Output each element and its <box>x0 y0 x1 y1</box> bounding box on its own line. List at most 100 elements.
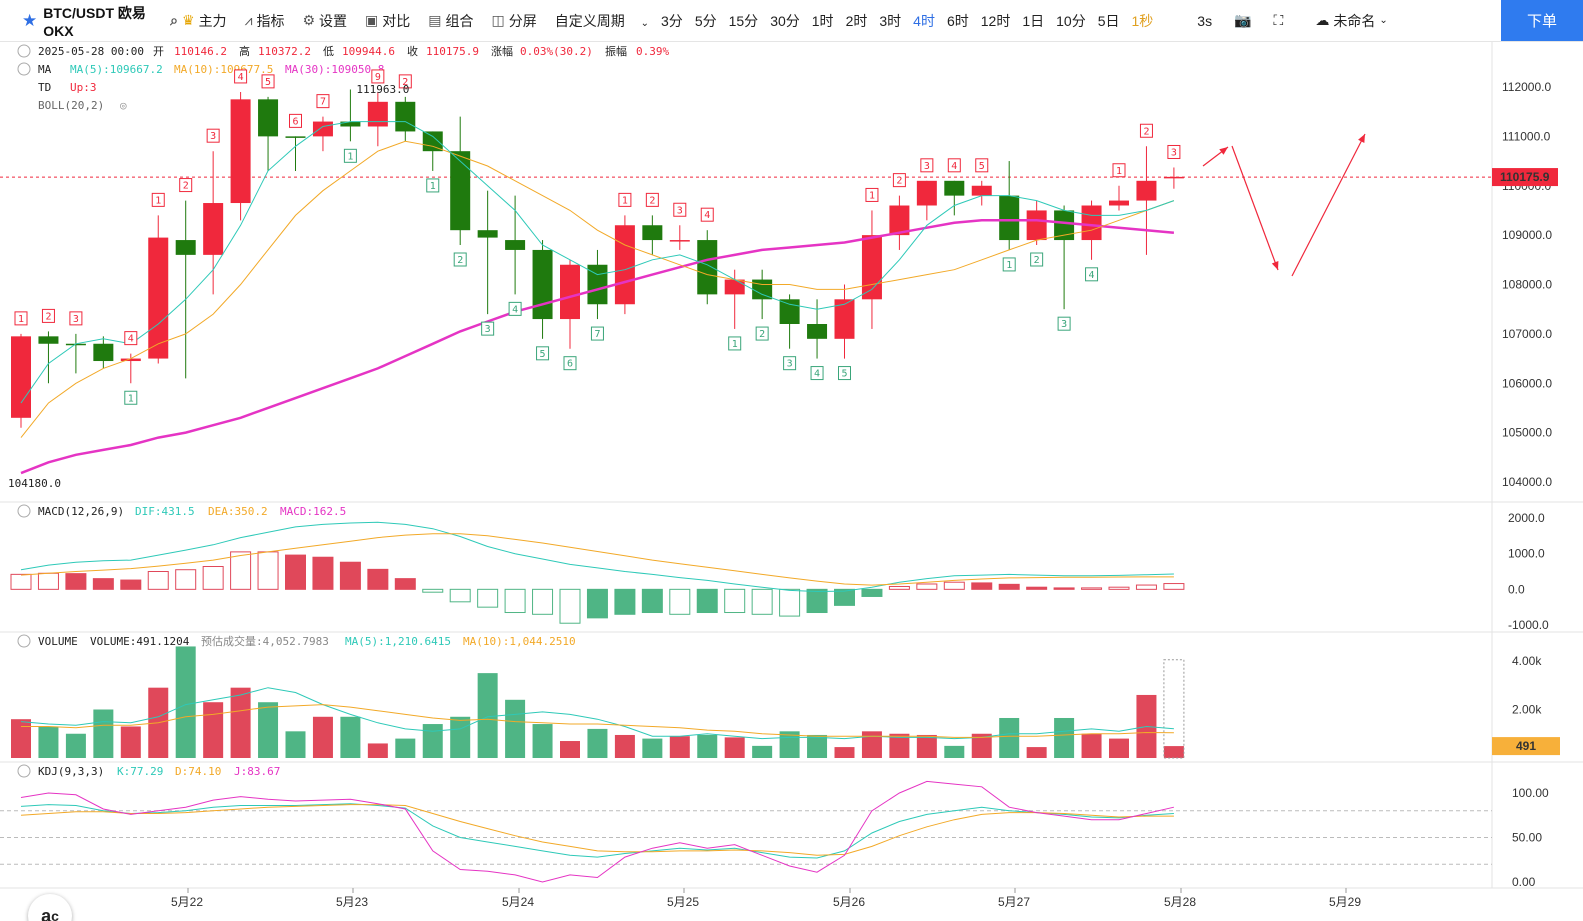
macd-label: MACD(12,26,9) <box>38 505 124 518</box>
td-up-number: 5 <box>265 77 271 88</box>
td-down-marker <box>426 178 440 193</box>
td-down-number: 5 <box>842 369 848 380</box>
volume-bar <box>642 738 663 758</box>
collapse-icon[interactable] <box>17 634 31 648</box>
period-1d[interactable]: 1日 <box>1022 12 1045 29</box>
collapse-icon[interactable] <box>17 44 31 58</box>
period-5d[interactable]: 5日 <box>1097 12 1120 29</box>
period-6h[interactable]: 6时 <box>946 12 969 29</box>
td-up-marker <box>14 311 28 326</box>
td-up-number: 2 <box>183 181 189 192</box>
settings-button[interactable]: ⚙ 设置 <box>302 11 347 31</box>
macd-bar <box>257 551 279 590</box>
symbol-selector[interactable]: ★ BTC/USDT 欧易OKX ⌕ <box>0 3 182 39</box>
current-price-tag <box>1492 168 1558 187</box>
volume-bar <box>1163 746 1184 758</box>
td-up-number: 1 <box>18 314 24 325</box>
close-value: 110175.9 <box>426 45 479 58</box>
refresh-interval[interactable]: 3s <box>1197 12 1213 29</box>
period-10m[interactable]: 10分 <box>1056 12 1086 29</box>
period-1s[interactable]: 1秒 <box>1131 12 1154 29</box>
volume-bar <box>120 726 141 758</box>
kdj-k: K:77.29 <box>117 765 163 778</box>
td-up-number: 2 <box>896 176 902 187</box>
candle-body <box>285 136 306 138</box>
td-up-number: 1 <box>869 190 875 201</box>
td-down-marker <box>1002 257 1016 272</box>
high-label: 高 <box>239 44 250 58</box>
indicators-button[interactable]: ⩘ 指标 <box>245 11 285 31</box>
cloud-layout-button[interactable]: ☁ 未命名 ⌄ <box>1315 11 1387 31</box>
td-down-marker <box>728 336 742 351</box>
current-volume-label: 491 <box>1516 739 1536 753</box>
td-up-number: 3 <box>924 161 930 172</box>
split-screen-button[interactable]: ◫ 分屏 <box>492 11 537 31</box>
period-30m[interactable]: 30分 <box>770 12 800 29</box>
chart-area[interactable]: 2025-05-28 00:00 开 110146.2 高 110372.2 低… <box>0 42 1583 921</box>
search-icon[interactable]: ⌕ <box>170 12 178 28</box>
macd-axis-tick: 0.0 <box>1508 582 1525 596</box>
combine-label: 组合 <box>445 12 474 29</box>
td-up-number: 2 <box>402 77 408 88</box>
period-15m[interactable]: 15分 <box>728 12 759 29</box>
td-down-marker <box>481 321 495 336</box>
period-4h[interactable]: 4时 <box>913 12 935 29</box>
td-up-marker <box>892 173 906 188</box>
period-12h[interactable]: 12时 <box>980 12 1011 29</box>
period-2h[interactable]: 2时 <box>845 12 868 29</box>
date-axis-label: 5月22 <box>171 895 203 909</box>
macd-dea: DEA:350.2 <box>208 505 268 518</box>
candle-body <box>258 99 279 137</box>
boll-label: BOLL(20,2) <box>38 99 104 112</box>
custom-period-dropdown[interactable]: 自定义周期 ⌄ <box>555 11 649 31</box>
camera-icon[interactable]: 📷 <box>1234 12 1252 28</box>
candle-body <box>340 121 361 127</box>
current-volume-tag <box>1492 737 1560 756</box>
collapse-icon[interactable] <box>17 764 31 778</box>
amplitude-label: 振幅 <box>605 44 627 58</box>
td-up-number: 2 <box>649 195 655 206</box>
volume-bar <box>38 726 59 758</box>
volume-axis-tick: 4.00k <box>1512 654 1542 668</box>
forecast-arrow-up-short-head <box>1219 147 1228 155</box>
volume-bar <box>944 745 965 758</box>
main-force-button[interactable]: ♛ 主力 <box>182 11 227 31</box>
collapse-icon[interactable] <box>17 504 31 518</box>
collapse-icon[interactable] <box>17 62 31 76</box>
date-axis-label: 5月26 <box>833 895 865 909</box>
candle-body <box>532 249 553 320</box>
combine-button[interactable]: ▤ 组合 <box>428 11 473 31</box>
favorite-star-icon[interactable]: ★ <box>22 10 38 30</box>
period-3h[interactable]: 3时 <box>879 12 902 29</box>
volume-estimate: 预估成交量:4,052.7983 <box>201 634 329 648</box>
macd-bar <box>586 588 608 619</box>
fullscreen-icon[interactable]: ⛶ <box>1273 12 1284 28</box>
macd-bar <box>834 588 855 606</box>
td-down-marker <box>453 252 467 267</box>
place-order-button[interactable]: 下单 <box>1501 0 1583 41</box>
period-3m[interactable]: 3分 <box>661 12 683 29</box>
macd-bar <box>367 568 389 590</box>
split-screen-icon: ◫ <box>491 12 505 28</box>
td-up-marker <box>947 158 961 173</box>
candle-body <box>477 230 498 238</box>
compare-button[interactable]: ▣ 对比 <box>365 11 410 31</box>
kdj-axis-tick: 50.00 <box>1512 831 1542 845</box>
price-axis-tick: 107000.0 <box>1502 327 1552 341</box>
td-up-marker <box>234 69 248 84</box>
candle-body <box>1109 200 1129 206</box>
eye-hidden-icon[interactable]: ◎ <box>120 99 127 112</box>
macd-bar <box>339 561 361 590</box>
td-up-marker <box>124 331 138 346</box>
macd-bar <box>394 578 416 590</box>
td-down-marker <box>838 366 851 381</box>
main-force-label: 主力 <box>198 12 227 29</box>
td-up-marker <box>398 74 412 89</box>
volume-ma5: MA(5):1,210.6415 <box>345 635 451 648</box>
kline-chart[interactable]: 2025-05-28 00:00 开 110146.2 高 110372.2 低… <box>0 42 1583 921</box>
volume-bar <box>230 687 251 758</box>
period-1h[interactable]: 1时 <box>811 12 834 29</box>
td-down-number: 3 <box>485 324 491 335</box>
period-5m[interactable]: 5分 <box>694 12 717 29</box>
candle-body <box>587 264 608 305</box>
